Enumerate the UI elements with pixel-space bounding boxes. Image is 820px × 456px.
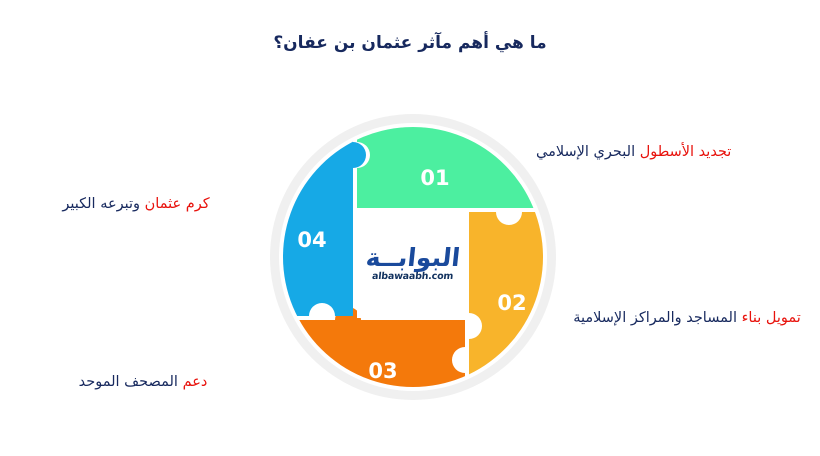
callout-01-highlight: تجديد الأسطول xyxy=(639,144,732,160)
callout-label-04: كرم عثمان وتبرعه الكبير xyxy=(36,194,236,215)
logo-domain-text: albawaabh.com xyxy=(371,270,455,282)
callout-02-rest: المساجد والمراكز الإسلامية xyxy=(573,310,737,326)
callout-04-rest: وتبرعه الكبير xyxy=(62,196,141,212)
callout-02-highlight: تمويل بناء xyxy=(741,310,801,326)
puzzle-piece-03[interactable] xyxy=(265,307,465,415)
logo-arabic-text: البوابــة xyxy=(364,242,462,272)
puzzle-wheel-diagram: 01 02 03 04 البوابــة albawaabh.com xyxy=(255,95,565,415)
center-logo: البوابــة albawaabh.com xyxy=(357,208,469,318)
callout-04-highlight: كرم عثمان xyxy=(144,196,210,212)
callout-03-rest: المصحف الموحد xyxy=(78,374,178,390)
callout-03-highlight: دعم xyxy=(182,374,208,390)
page-title: ما هي أهم مآثر عثمان بن عفان؟ xyxy=(273,33,547,53)
callout-label-03: دعم المصحف الموحد xyxy=(48,372,238,393)
callout-label-02: تمويل بناء المساجد والمراكز الإسلامية xyxy=(572,308,802,329)
callout-01-rest: البحري الإسلامي xyxy=(536,144,636,160)
piece-number-03: 03 xyxy=(368,359,397,383)
piece-number-04: 04 xyxy=(297,228,326,252)
callout-label-01: تجديد الأسطول البحري الإسلامي xyxy=(536,142,731,163)
piece-number-02: 02 xyxy=(497,291,526,315)
piece-number-01: 01 xyxy=(420,166,449,190)
